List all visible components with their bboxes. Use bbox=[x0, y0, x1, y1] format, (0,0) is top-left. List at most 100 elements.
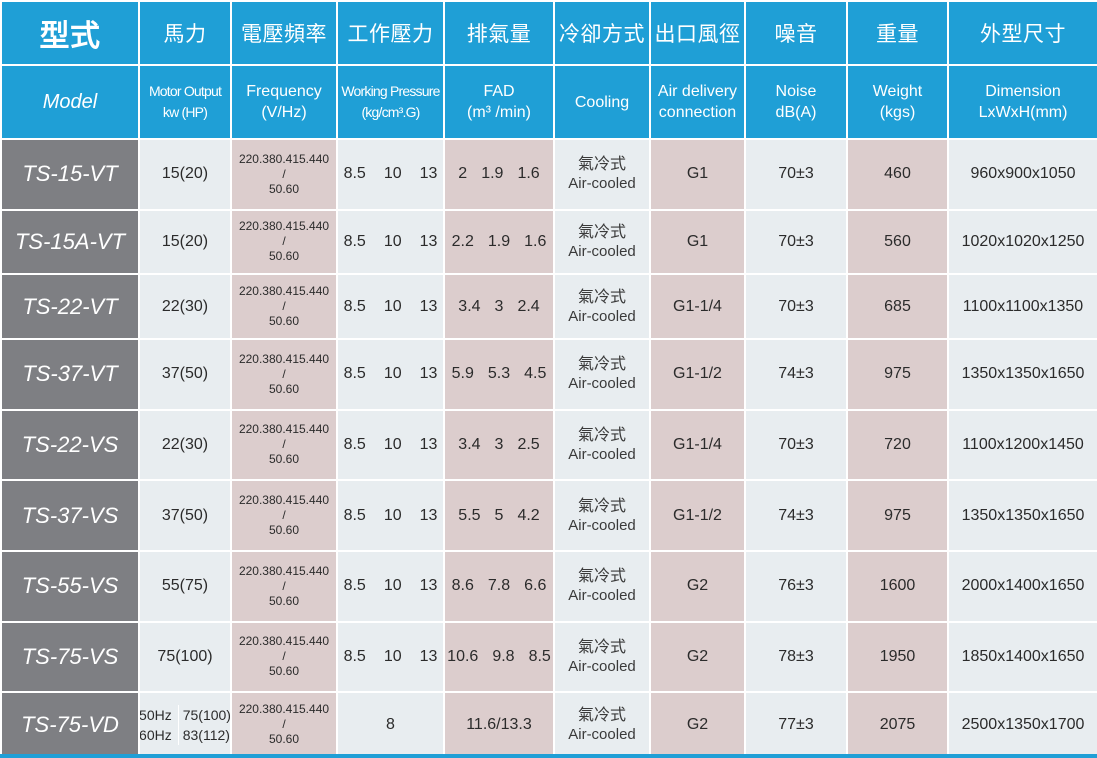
fad-cell: 8.6 7.8 6.6 bbox=[443, 549, 555, 623]
frequency-line-1: 220.380.415.440 bbox=[238, 422, 330, 437]
dimension-cell: 1100x1200x1450 bbox=[947, 408, 1097, 482]
fad-cell: 3.4 3 2.4 bbox=[443, 273, 555, 340]
connection-cell: G2 bbox=[649, 691, 746, 758]
pressure-value: 13 bbox=[419, 577, 438, 595]
cooling-cell: 氣冷式 Air-cooled bbox=[553, 138, 651, 211]
hp-value: 75(100) bbox=[182, 706, 231, 723]
header-dimension-en-2: LxWxH(mm) bbox=[978, 104, 1068, 121]
frequency-line-2: / bbox=[282, 437, 286, 452]
motor-output-cell: 15(20) bbox=[138, 138, 232, 211]
pressure-cell: 8.5 10 13 bbox=[336, 273, 445, 340]
noise-cell: 70±3 bbox=[744, 208, 848, 276]
cooling-en: Air-cooled bbox=[568, 587, 636, 605]
model-cell: TS-15A-VT bbox=[0, 208, 140, 276]
connection-cell: G2 bbox=[649, 620, 746, 694]
frequency-line-3: 50.60 bbox=[268, 664, 300, 679]
frequency-cell: 220.380.415.440/50.60 bbox=[230, 479, 338, 552]
cooling-cell: 氣冷式 Air-cooled bbox=[553, 208, 651, 276]
connection-cell: G2 bbox=[649, 549, 746, 623]
pressure-value: 8.5 bbox=[343, 647, 366, 665]
frequency-line-2: / bbox=[282, 166, 286, 181]
header-motor-en-2: kw (HP) bbox=[162, 104, 208, 120]
frequency-line-1: 220.380.415.440 bbox=[238, 493, 330, 508]
hz-label: 50Hz bbox=[139, 706, 172, 723]
pressure-value: 10 bbox=[383, 435, 402, 453]
header-frequency-en-1: Frequency bbox=[246, 83, 322, 100]
frequency-line-1: 220.380.415.440 bbox=[238, 563, 330, 578]
frequency-cell: 220.380.415.440/50.60 bbox=[230, 549, 338, 623]
pressure-value: 13 bbox=[419, 232, 438, 250]
frequency-cell: 220.380.415.440/50.60 bbox=[230, 208, 338, 276]
cooling-cell: 氣冷式 Air-cooled bbox=[553, 479, 651, 552]
weight-cell: 975 bbox=[846, 479, 949, 552]
frequency-cell: 220.380.415.440/50.60 bbox=[230, 273, 338, 340]
pressure-value: 8.5 bbox=[343, 165, 366, 183]
pressure-value: 10 bbox=[383, 647, 402, 665]
cooling-cell: 氣冷式 Air-cooled bbox=[553, 337, 651, 411]
pressure-value: 13 bbox=[419, 297, 438, 315]
frequency-cell: 220.380.415.440/50.60 bbox=[230, 337, 338, 411]
header-connection-en-2: connection bbox=[658, 104, 737, 121]
header-fad-zh: 排氣量 bbox=[443, 0, 555, 66]
fad-value: 3 bbox=[494, 435, 504, 453]
cooling-zh: 氣冷式 bbox=[577, 497, 626, 515]
fad-cell: 5.5 5 4.2 bbox=[443, 479, 555, 552]
header-dimension-en: Dimension LxWxH(mm) bbox=[947, 64, 1097, 140]
frequency-line-2: / bbox=[282, 299, 286, 314]
motor-output-cell: 15(20) bbox=[138, 208, 232, 276]
fad-cell: 5.9 5.3 4.5 bbox=[443, 337, 555, 411]
fad-value: 2 bbox=[458, 165, 468, 183]
pressure-value: 10 bbox=[383, 506, 402, 524]
fad-value: 6.6 bbox=[524, 577, 547, 595]
fad-value: 3.4 bbox=[458, 435, 481, 453]
fad-value: 5.5 bbox=[458, 506, 481, 524]
header-pressure-en-2: (kg/cm³.G) bbox=[361, 104, 420, 120]
cooling-en: Air-cooled bbox=[568, 725, 636, 743]
hp-value: 83(112) bbox=[182, 726, 230, 743]
model-cell: TS-15-VT bbox=[0, 138, 140, 211]
header-pressure-en-1: Working Pressure bbox=[341, 83, 440, 99]
cooling-zh: 氣冷式 bbox=[577, 223, 626, 241]
motor-output-cell: 55(75) bbox=[138, 549, 232, 623]
fad-value: 7.8 bbox=[487, 577, 511, 595]
pressure-value: 8.5 bbox=[343, 365, 366, 383]
cooling-en: Air-cooled bbox=[568, 307, 636, 325]
fad-value: 8.6 bbox=[451, 577, 474, 595]
header-connection-en-1: Air delivery bbox=[657, 83, 738, 100]
cooling-zh: 氣冷式 bbox=[577, 156, 626, 174]
dimension-cell: 1020x1020x1250 bbox=[947, 208, 1097, 276]
cooling-zh: 氣冷式 bbox=[577, 638, 626, 656]
fad-value: 1.6 bbox=[524, 232, 547, 250]
noise-cell: 70±3 bbox=[744, 273, 848, 340]
header-dimension-en-1: Dimension bbox=[985, 83, 1061, 100]
model-cell: TS-22-VT bbox=[0, 273, 140, 340]
cooling-cell: 氣冷式 Air-cooled bbox=[553, 408, 651, 482]
fad-value: 5.9 bbox=[451, 365, 474, 383]
cooling-zh: 氣冷式 bbox=[577, 568, 626, 586]
table-row: TS-22-VT 22(30) 220.380.415.440/50.60 8.5 10… bbox=[0, 273, 1097, 340]
header-dimension-zh: 外型尺寸 bbox=[947, 0, 1097, 66]
dimension-cell: 1100x1100x1350 bbox=[947, 273, 1097, 340]
header-model-en: Model bbox=[0, 64, 140, 140]
header-pressure-zh: 工作壓力 bbox=[336, 0, 445, 66]
header-row-zh: 型式 馬力 電壓頻率 工作壓力 排氣量 冷卻方式 出口風徑 噪音 重量 外型尺寸 bbox=[0, 0, 1097, 66]
pressure-value: 10 bbox=[383, 297, 402, 315]
fad-cell: 2.2 1.9 1.6 bbox=[443, 208, 555, 276]
table-row: TS-15-VT 15(20) 220.380.415.440/50.60 8.5 10… bbox=[0, 138, 1097, 211]
motor-output-cell: 37(50) bbox=[138, 337, 232, 411]
cooling-cell: 氣冷式 Air-cooled bbox=[553, 549, 651, 623]
pressure-value: 8.5 bbox=[343, 297, 366, 315]
weight-cell: 975 bbox=[846, 337, 949, 411]
header-connection-en: Air delivery connection bbox=[649, 64, 746, 140]
frequency-line-2: / bbox=[282, 717, 286, 732]
noise-cell: 74±3 bbox=[744, 337, 848, 411]
header-noise-en-2: dB(A) bbox=[775, 104, 817, 121]
pressure-value: 10 bbox=[383, 165, 402, 183]
fad-cell: 2 1.9 1.6 bbox=[443, 138, 555, 211]
cooling-zh: 氣冷式 bbox=[577, 706, 626, 724]
frequency-line-3: 50.60 bbox=[268, 732, 300, 747]
pressure-cell: 8.5 10 13 bbox=[336, 479, 445, 552]
fad-value: 3.4 bbox=[458, 297, 481, 315]
frequency-line-3: 50.60 bbox=[268, 181, 300, 196]
frequency-line-3: 50.60 bbox=[268, 593, 300, 608]
